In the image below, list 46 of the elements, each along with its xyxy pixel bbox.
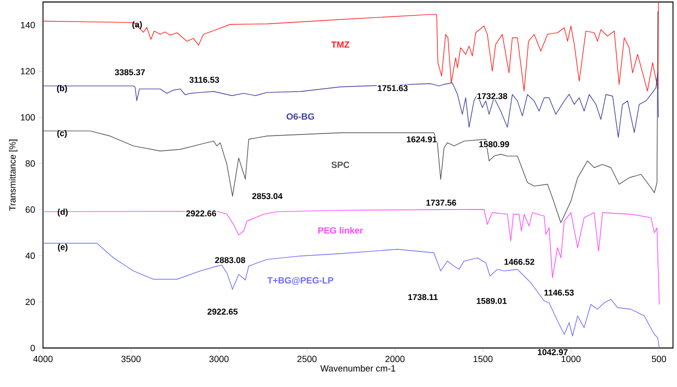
y-tick-label: 40: [25, 252, 35, 259]
annotation: 1738.11: [408, 294, 438, 300]
series-label: PEG linker: [318, 226, 363, 234]
annotation: 1466.52: [504, 258, 534, 265]
y-tick-label: 20: [26, 298, 35, 306]
annotation: 1580.99: [479, 141, 510, 148]
y-tick-label: 100: [20, 114, 35, 121]
annotation: 3116.53: [189, 76, 220, 83]
y-tick-label: 140: [20, 22, 35, 28]
text: O6-BG: [286, 113, 314, 120]
y-axis-title: Transmittance [%]: [9, 140, 18, 211]
annotation: 1146.53: [544, 290, 574, 296]
line-series: [42, 2, 659, 92]
annotation: 1732.38: [477, 93, 508, 100]
annotation: (e): [58, 244, 68, 252]
line-series: [42, 209, 660, 305]
x-tick-label: 3000: [209, 356, 229, 362]
text: 1042.97: [538, 349, 568, 356]
annotation: 1737.56: [426, 200, 456, 206]
y-tick-label: 60: [26, 206, 35, 213]
line-series: [42, 10, 658, 224]
annotation: 2883.08: [215, 257, 246, 264]
text: SPC: [331, 162, 350, 168]
annotation: 2922.66: [186, 210, 216, 216]
annotation: 1589.01: [476, 298, 507, 304]
annotation: (b): [57, 85, 67, 93]
y-tick-label: 80: [26, 160, 35, 167]
x-tick-label: 4000: [33, 356, 53, 362]
annotation: 3385.37: [114, 69, 145, 76]
y-tick-label: 0: [30, 344, 35, 352]
x-tick-label: 1000: [562, 356, 581, 362]
annotation: 2922.65: [208, 308, 238, 315]
series-label: T+BG@PEG-LP: [267, 277, 334, 285]
annotation: 1751.63: [378, 85, 408, 92]
line-series: [42, 242, 660, 348]
text: TMZ: [331, 41, 350, 48]
annotation: (c): [57, 130, 67, 138]
x-axis-title: Wavenumber cm-1: [320, 364, 396, 372]
x-tick-label: 500: [652, 356, 666, 362]
x-tick-label: 2500: [297, 356, 317, 362]
x-tick-label: 1500: [474, 356, 493, 362]
x-tick-label: 2000: [385, 356, 405, 362]
x-tick-label: 3500: [121, 356, 141, 362]
y-tick-label: 120: [20, 68, 35, 74]
annotation: 2853.04: [252, 193, 283, 200]
annotation: 1624.91: [406, 136, 437, 142]
